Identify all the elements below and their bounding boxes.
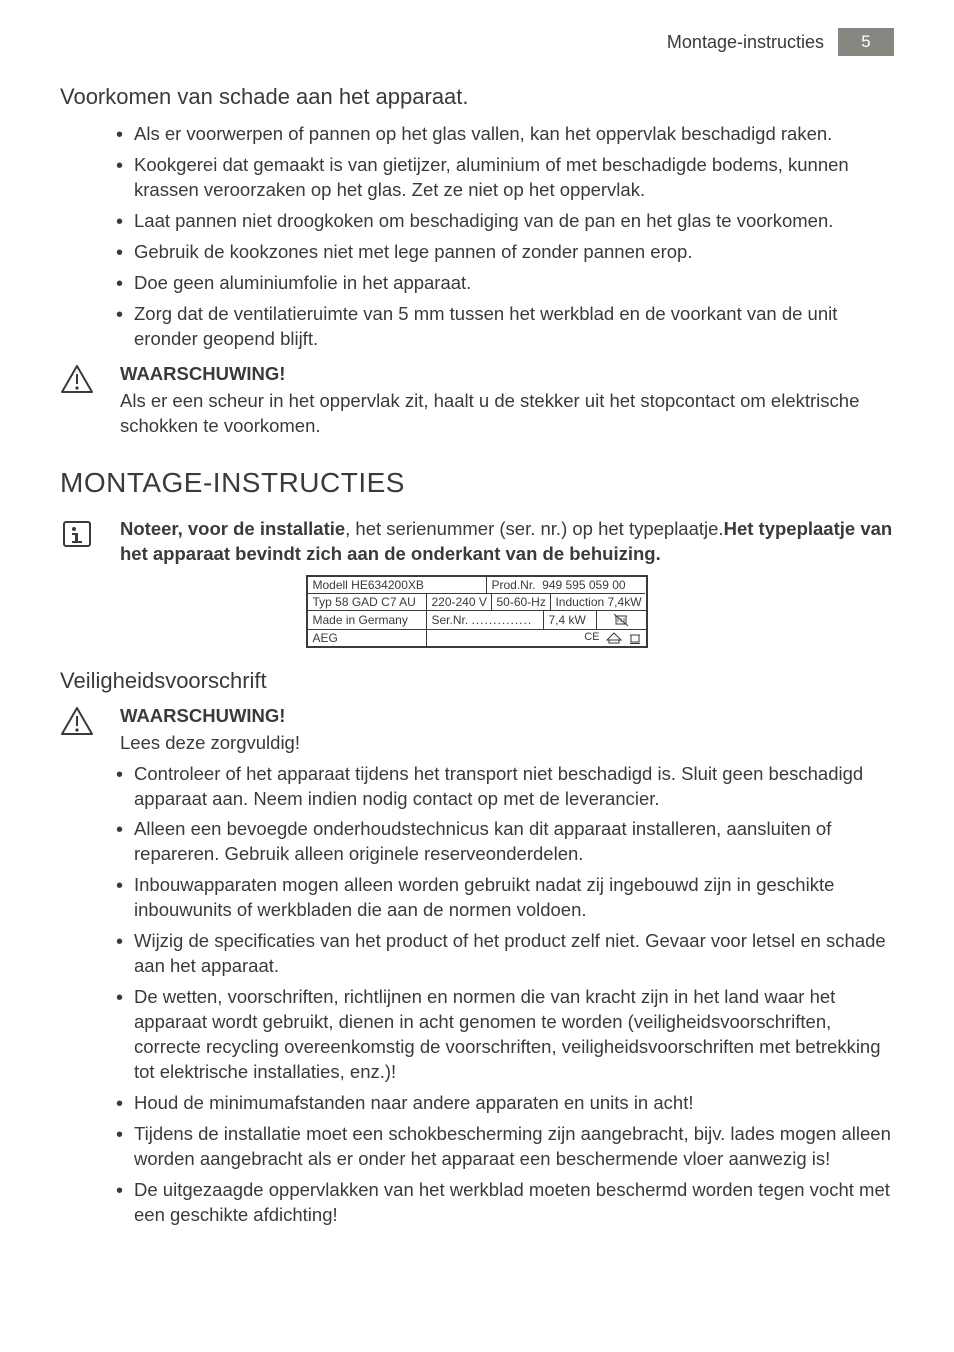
list-item: Als er voorwerpen of pannen op het glas … — [134, 122, 894, 147]
list-item: Zorg dat de ventilatieruimte van 5 mm tu… — [134, 302, 894, 352]
plate-brand: AEG — [308, 630, 427, 646]
warning-text: Als er een scheur in het oppervlak zit, … — [120, 389, 894, 439]
plate-symbols: CE — [427, 630, 645, 646]
warning-text: Lees deze zorgvuldig! — [120, 731, 894, 756]
list-item: De wetten, voorschriften, richtlijnen en… — [134, 985, 894, 1085]
info-text: Noteer, voor de installatie, het serienu… — [120, 517, 894, 567]
list-item: Kookgerei dat gemaakt is van gietijzer, … — [134, 153, 894, 203]
warning-icon — [60, 362, 120, 394]
list-item: Laat pannen niet droogkoken om beschadig… — [134, 209, 894, 234]
list-item: Gebruik de kookzones niet met lege panne… — [134, 240, 894, 265]
bin2-icon — [628, 632, 642, 644]
plate-voltage: 220-240 V — [427, 594, 492, 611]
rating-plate: Modell HE634200XB Prod.Nr. 949 595 059 0… — [60, 575, 894, 648]
house-icon — [606, 632, 622, 644]
damage-heading: Voorkomen van schade aan het apparaat. — [60, 84, 894, 110]
safety-heading: Veiligheidsvoorschrift — [60, 668, 894, 694]
damage-bullets: Als er voorwerpen of pannen op het glas … — [60, 122, 894, 352]
info-prefix: Noteer, voor de installatie — [120, 518, 345, 539]
safety-warning-block: WAARSCHUWING! Lees deze zorgvuldig! — [60, 704, 894, 756]
damage-warning-block: WAARSCHUWING! Als er een scheur in het o… — [60, 362, 894, 439]
warning-icon — [60, 704, 120, 736]
plate-made: Made in Germany — [308, 611, 427, 630]
list-item: De uitgezaagde oppervlakken van het werk… — [134, 1178, 894, 1228]
info-mid: , het serienummer (ser. nr.) op het type… — [345, 518, 723, 539]
plate-sernr: Ser.Nr. .............. — [427, 611, 544, 630]
list-item: Doe geen aluminiumfolie in het apparaat. — [134, 271, 894, 296]
header-title: Montage-instructies — [667, 32, 824, 53]
page-number: 5 — [838, 28, 894, 56]
list-item: Houd de minimumafstanden naar andere app… — [134, 1091, 894, 1116]
plate-prodnr: Prod.Nr. 949 595 059 00 — [487, 577, 645, 594]
info-block: Noteer, voor de installatie, het serienu… — [60, 517, 894, 567]
list-item: Controleer of het apparaat tijdens het t… — [134, 762, 894, 812]
warning-heading: WAARSCHUWING! — [120, 704, 894, 729]
plate-bin-icon — [597, 611, 645, 630]
list-item: Alleen een bevoegde onderhoudstechnicus … — [134, 817, 894, 867]
plate-typ: Typ 58 GAD C7 AU — [308, 594, 427, 611]
mounting-heading: MONTAGE-INSTRUCTIES — [60, 467, 894, 499]
info-icon — [60, 517, 120, 549]
plate-model: Modell HE634200XB — [308, 577, 487, 594]
plate-kw: 7,4 kW — [544, 611, 597, 630]
list-item: Inbouwapparaten mogen alleen worden gebr… — [134, 873, 894, 923]
warning-heading: WAARSCHUWING! — [120, 362, 894, 387]
plate-induction: Induction 7,4kW — [551, 594, 645, 611]
safety-bullets: Controleer of het apparaat tijdens het t… — [60, 762, 894, 1228]
plate-hz: 50-60-Hz — [492, 594, 551, 611]
page-header: Montage-instructies 5 — [60, 28, 894, 56]
list-item: Tijdens de installatie moet een schokbes… — [134, 1122, 894, 1172]
list-item: Wijzig de specificaties van het product … — [134, 929, 894, 979]
